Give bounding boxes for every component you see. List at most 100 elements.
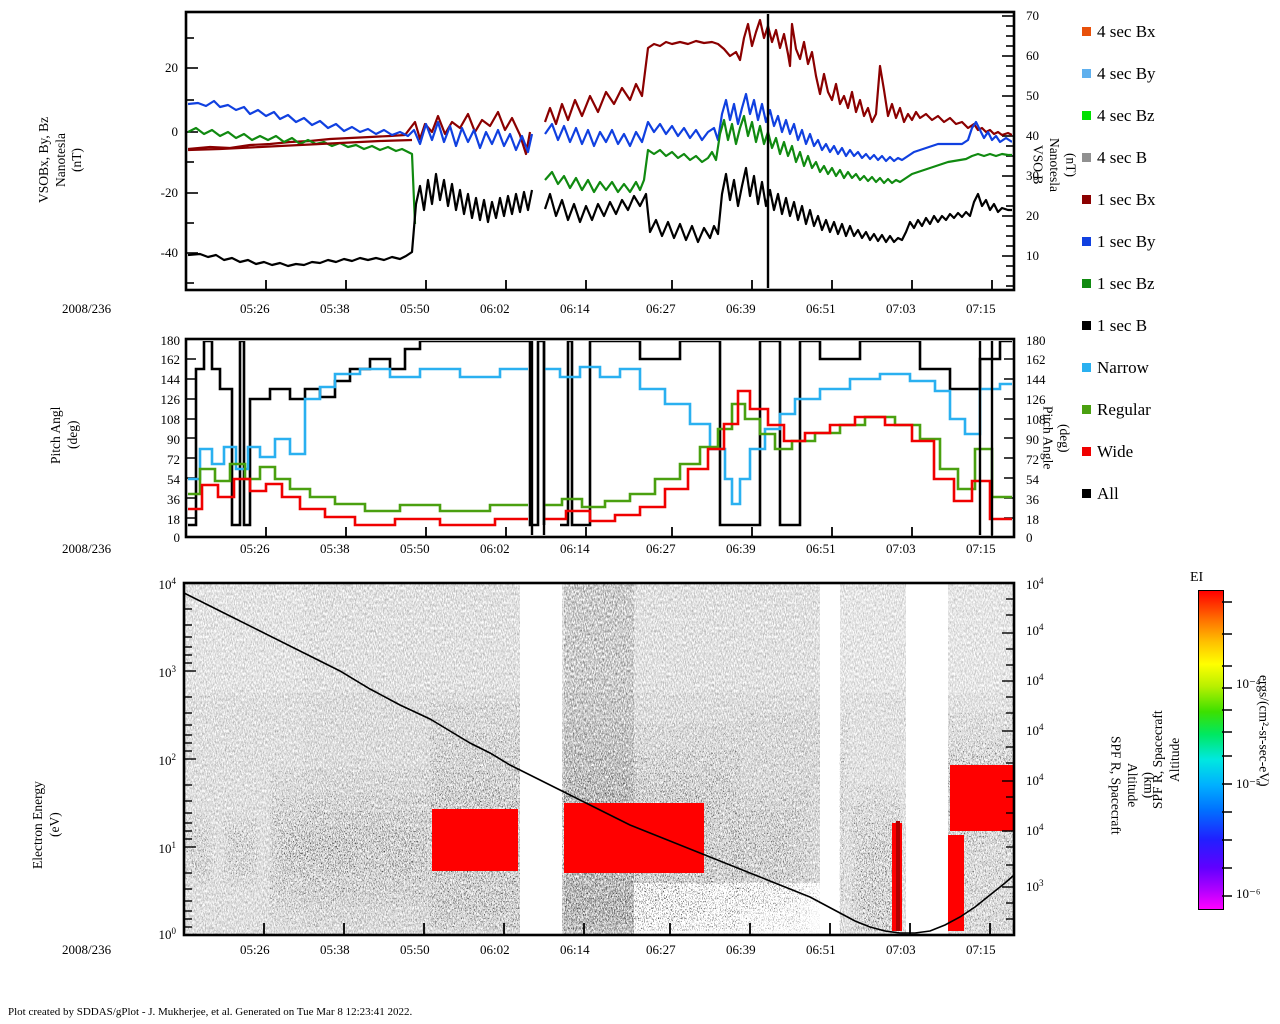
legend-swatch-4sec-b bbox=[1082, 152, 1091, 162]
panel3-rytick-2: 104 bbox=[1026, 672, 1044, 688]
panel1-rytick-70: 70 bbox=[1026, 8, 1039, 23]
emission-blob-1 bbox=[186, 813, 212, 885]
panel1-xtick-4: 06:14 bbox=[560, 301, 590, 316]
panel2-rytick-72: 72 bbox=[1026, 452, 1039, 467]
panel2-left-axis-line1: Pitch Angl bbox=[48, 406, 63, 464]
panel2-rytick-126: 126 bbox=[1026, 392, 1046, 407]
emission-band-1 bbox=[270, 769, 430, 927]
panel2-xtick-labels: 05:26 05:38 05:50 06:02 06:14 06:27 06:3… bbox=[120, 542, 1050, 560]
legend-field-group: 4 sec Bx 4 sec By 4 sec Bz 4 sec B 1 sec… bbox=[1082, 10, 1222, 514]
panel2-ytick-126: 126 bbox=[161, 392, 181, 407]
panel1-xtick-9: 07:15 bbox=[966, 301, 996, 316]
legend-label-4sec-by: 4 sec By bbox=[1097, 63, 1156, 83]
panel1-xtick-0: 05:26 bbox=[240, 301, 270, 316]
legend-item-4sec-bz[interactable]: 4 sec Bz bbox=[1082, 94, 1222, 136]
colorbar: EI 10⁻⁴ 10⁻⁵ 10⁻⁶ ergs/(cm²-sr-sec-eV) S… bbox=[1150, 565, 1280, 965]
legend-item-1sec-by[interactable]: 1 sec By bbox=[1082, 220, 1222, 262]
panel3-xtick-7: 06:51 bbox=[806, 942, 836, 957]
legend-item-narrow[interactable]: Narrow bbox=[1082, 346, 1222, 388]
legend-item-1sec-b[interactable]: 1 sec B bbox=[1082, 304, 1222, 346]
panel1-rytick-50: 50 bbox=[1026, 88, 1039, 103]
legend-swatch-regular bbox=[1082, 404, 1091, 414]
panel1-right-axis-line3: (nT) bbox=[1063, 153, 1079, 177]
legend-item-4sec-b[interactable]: 4 sec B bbox=[1082, 136, 1222, 178]
panel2-xtick-8: 07:03 bbox=[886, 541, 916, 556]
panel2-left-axis-title: Pitch Angl (deg) bbox=[48, 380, 80, 490]
panel2-rytick-36: 36 bbox=[1026, 492, 1040, 507]
emission-strip-1 bbox=[839, 753, 844, 931]
panel3-xtick-6: 06:39 bbox=[726, 942, 756, 957]
panel1-left-axis-line3: (nT) bbox=[69, 148, 85, 172]
panel3-xtick-4: 06:14 bbox=[560, 942, 590, 957]
panel1-rytick-40: 40 bbox=[1026, 128, 1039, 143]
panel1-ytick-20: 20 bbox=[165, 60, 178, 75]
panel3-xtick-5: 06:27 bbox=[646, 942, 676, 957]
legend-label-1sec-b: 1 sec B bbox=[1097, 315, 1148, 335]
panel3-xtick-3: 06:02 bbox=[480, 942, 510, 957]
panel1-rytick-60: 60 bbox=[1026, 48, 1039, 63]
series-regular bbox=[188, 402, 1012, 513]
panel2-right-axis-line1: Pitch Angle bbox=[1040, 406, 1056, 470]
legend-swatch-all bbox=[1082, 488, 1091, 498]
colorbar-tick-1e-6: 10⁻⁶ bbox=[1236, 886, 1261, 901]
panel1-xtick-5: 06:27 bbox=[646, 301, 676, 316]
panel2-ytick-180: 180 bbox=[161, 333, 181, 348]
panel1-xtick-7: 06:51 bbox=[806, 301, 836, 316]
panel2-ytick-108: 108 bbox=[161, 412, 181, 427]
legend-item-1sec-bx[interactable]: 1 sec Bx bbox=[1082, 178, 1222, 220]
panel1-ytick-m40: -40 bbox=[161, 245, 178, 260]
panel3-ytick-1e0: 100 bbox=[159, 926, 177, 942]
panel2-xtick-0: 05:26 bbox=[240, 541, 270, 556]
panel2-ytick-90: 90 bbox=[167, 432, 180, 447]
legend-label-1sec-bx: 1 sec Bx bbox=[1097, 189, 1156, 209]
panel3-xtick-9: 07:15 bbox=[966, 942, 996, 957]
panel2-rytick-54: 54 bbox=[1026, 472, 1040, 487]
panel-electron-spectrogram: Electron Energy (eV) SPF R, Spacecraft A… bbox=[0, 565, 1160, 995]
legend-swatch-1sec-bz bbox=[1082, 278, 1091, 288]
legend-label-4sec-bx: 4 sec Bx bbox=[1097, 21, 1156, 41]
legend-item-1sec-bz[interactable]: 1 sec Bz bbox=[1082, 262, 1222, 304]
legend-item-4sec-by[interactable]: 4 sec By bbox=[1082, 52, 1222, 94]
panel3-plot: 104 103 102 101 100 104 104 104 104 104 … bbox=[159, 576, 1120, 942]
panel3-rytick-5: 104 bbox=[1026, 822, 1044, 838]
spectrogram-gap-3 bbox=[906, 583, 948, 935]
panel2-rytick-90: 90 bbox=[1026, 432, 1039, 447]
legend-item-4sec-bx[interactable]: 4 sec Bx bbox=[1082, 10, 1222, 52]
panel2-date-label: 2008/236 bbox=[62, 541, 112, 556]
legend-swatch-4sec-bx bbox=[1082, 26, 1091, 36]
panel3-xtick-0: 05:26 bbox=[240, 942, 270, 957]
legend-item-regular[interactable]: Regular bbox=[1082, 388, 1222, 430]
legend-label-4sec-bz: 4 sec Bz bbox=[1097, 105, 1155, 125]
legend-item-wide[interactable]: Wide bbox=[1082, 430, 1222, 472]
panel3-rytick-3: 104 bbox=[1026, 722, 1044, 738]
panel2-ytick-72: 72 bbox=[167, 452, 180, 467]
panel2-rytick-144: 144 bbox=[1026, 372, 1046, 387]
panel2-xtick-9: 07:15 bbox=[966, 541, 996, 556]
panel1-left-axis-title: VSOBx, By, Bz Nanotesla (nT) bbox=[36, 90, 85, 230]
panel1-date-label: 2008/236 bbox=[62, 301, 112, 316]
colorbar-gradient bbox=[1198, 590, 1224, 910]
panel3-right-axis-title: SPF R, Spacecraft Altitude (km) bbox=[1108, 705, 1157, 865]
legend-label-1sec-by: 1 sec By bbox=[1097, 231, 1156, 251]
emission-blob-3 bbox=[1110, 789, 1120, 919]
spacecraft-altitude-curve bbox=[184, 592, 1014, 934]
legend-item-all[interactable]: All bbox=[1082, 472, 1222, 514]
panel1-plot: 20 0 -20 -40 70 60 50 40 30 20 10 bbox=[161, 8, 1039, 292]
panel3-left-axis-title: Electron Energy (eV) bbox=[30, 750, 62, 900]
legend-swatch-1sec-by bbox=[1082, 236, 1091, 246]
legend-label-all: All bbox=[1097, 483, 1119, 503]
panel3-ytick-1e2: 102 bbox=[159, 752, 177, 768]
panel3-right-axis-line3: (km) bbox=[1141, 771, 1157, 799]
colorbar-secondary-line1: SPF R, Spacecraft bbox=[1150, 710, 1165, 810]
panel3-rytick-1: 104 bbox=[1026, 622, 1044, 638]
spectrogram-gap-1 bbox=[520, 583, 562, 935]
panel1-rytick-20: 20 bbox=[1026, 208, 1039, 223]
panel3-rytick-6: 103 bbox=[1026, 878, 1044, 894]
legend-label-wide: Wide bbox=[1097, 441, 1134, 461]
panel3-left-axis-line1: Electron Energy bbox=[30, 781, 45, 869]
colorbar-tick-1e-5: 10⁻⁵ bbox=[1236, 776, 1261, 791]
series-1sec-bz bbox=[188, 114, 1012, 225]
panel1-left-axis-line1: VSOBx, By, Bz bbox=[36, 116, 51, 204]
panel1-xtick-6: 06:39 bbox=[726, 301, 756, 316]
legend-swatch-4sec-bz bbox=[1082, 110, 1091, 120]
